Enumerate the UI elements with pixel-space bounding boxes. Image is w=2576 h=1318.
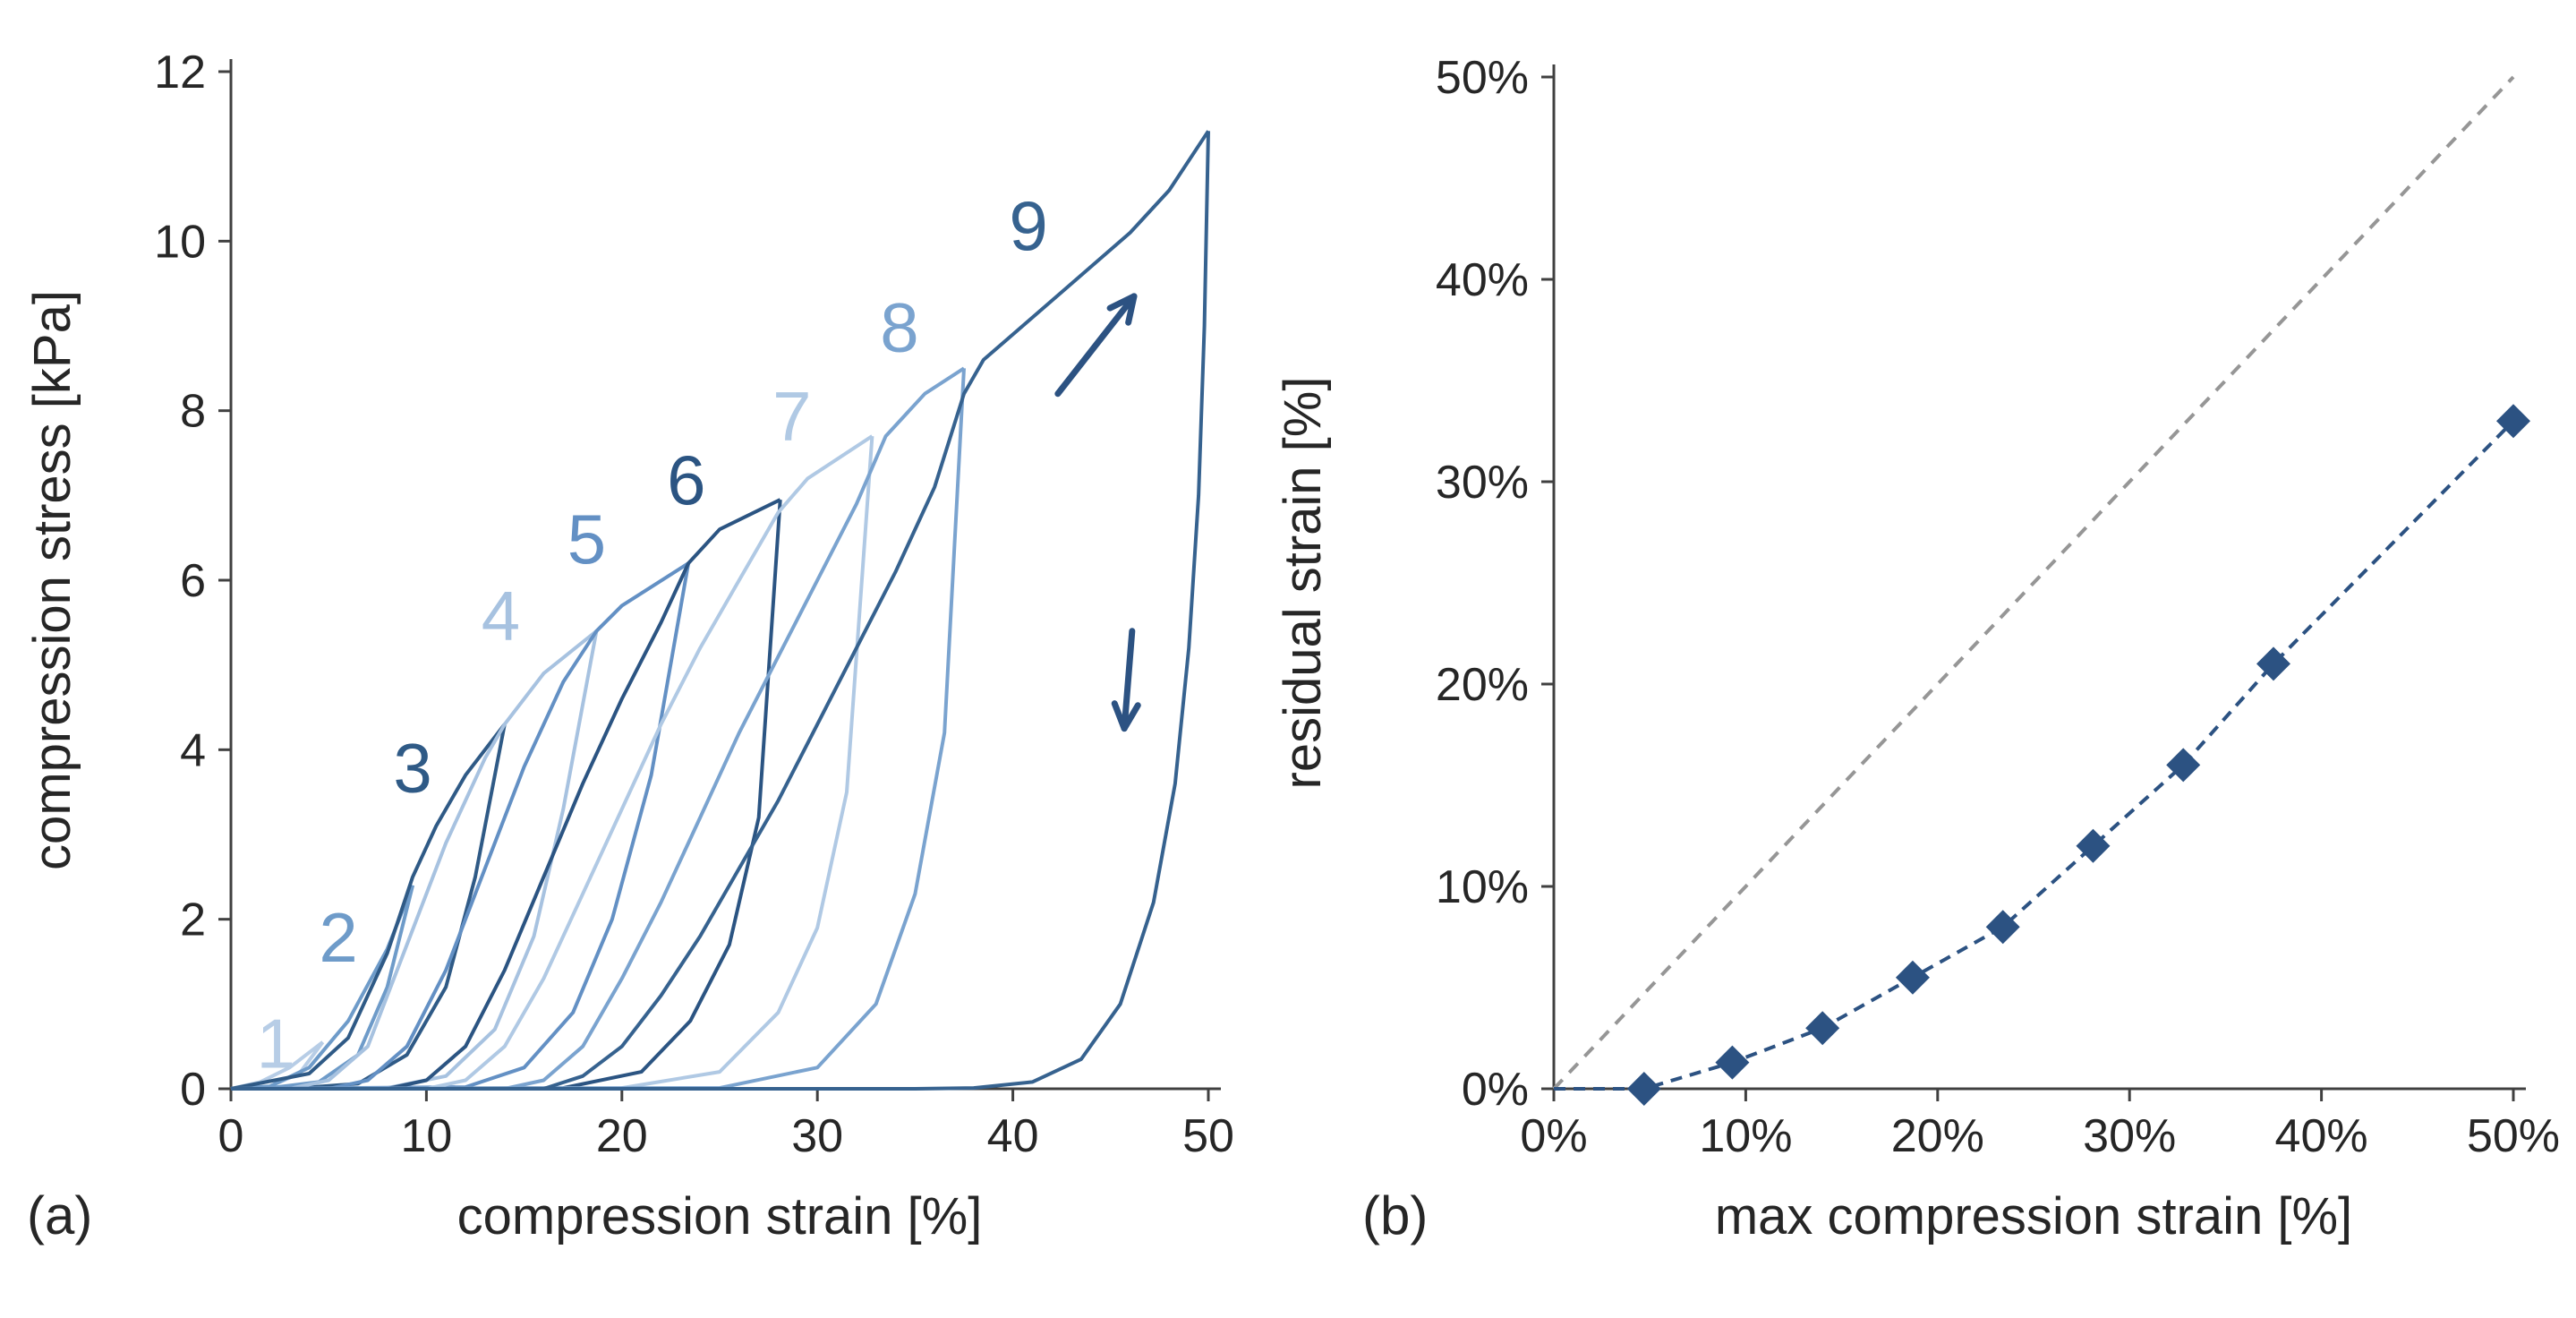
residual-data-point	[1895, 960, 1930, 995]
cycle-9-loading-curve	[231, 130, 1210, 1091]
residual-data-point	[2256, 646, 2290, 681]
x-tick-label: 20%	[1891, 1110, 1984, 1162]
cycle-5-unloading-curve	[230, 562, 691, 1091]
x-tick-label: 30	[791, 1110, 843, 1162]
y-tick-label: 2	[180, 894, 206, 946]
y-axis-title: compression stress [kPa]	[23, 290, 81, 870]
unloading-arrow	[1111, 628, 1141, 732]
reference-diagonal-line	[1552, 75, 2515, 1091]
cycle-9-series: 9	[231, 130, 1210, 1091]
cycle-9-label: 9	[1009, 186, 1047, 265]
x-tick-label: 10	[400, 1110, 452, 1162]
x-tick-label: 10%	[1699, 1110, 1792, 1162]
cycle-8-loading-curve	[231, 366, 966, 1091]
cycle-6-loading-curve	[231, 498, 781, 1091]
unloading-arrow-shaft	[1121, 628, 1136, 732]
cycle-9-unloading-curve	[231, 131, 1210, 1091]
y-tick-label: 30%	[1436, 457, 1529, 509]
cycle-1-series: 1	[230, 1004, 325, 1091]
x-tick-label: 0%	[1520, 1110, 1587, 1162]
cycle-7-series: 7	[230, 377, 874, 1091]
y-axis-title: residual strain [%]	[1274, 377, 1332, 790]
residual-trend-line	[1554, 419, 2515, 1091]
panel-label: (b)	[1362, 1185, 1428, 1245]
cycle-5-loading-curve	[231, 561, 690, 1091]
y-tick-label: 0	[180, 1064, 206, 1116]
y-tick-label: 8	[180, 386, 206, 438]
cycle-8-unloading-curve	[230, 368, 966, 1091]
residual-data-point	[2076, 828, 2111, 863]
residual-data-point	[2166, 748, 2201, 783]
cycle-5-label: 5	[567, 500, 606, 578]
x-tick-label: 50%	[2467, 1110, 2560, 1162]
cycle-6-series: 6	[230, 441, 782, 1091]
residual-data-point	[1805, 1011, 1840, 1046]
x-tick-label: 30%	[2083, 1110, 2176, 1162]
panel-b-chart: 0% 10% 20% 30% 40% 50% 0% 10% 20% 30% 40% 50% max co…	[1274, 52, 2560, 1245]
cycle-4-loading-curve	[231, 629, 598, 1091]
cycle-7-unloading-curve	[230, 435, 874, 1091]
cycle-8-label: 8	[880, 287, 918, 366]
cycle-2-label: 2	[319, 898, 357, 977]
y-tick-label: 6	[180, 555, 206, 607]
x-tick-label: 40	[987, 1110, 1039, 1162]
x-tick-label: 50	[1182, 1110, 1234, 1162]
y-tick-label: 12	[154, 47, 206, 98]
unloading-arrow-head	[1111, 700, 1141, 732]
cycle-3-loading-curve	[230, 723, 507, 1091]
y-tick-label: 0%	[1462, 1064, 1529, 1116]
cycle-1-label: 1	[257, 1004, 295, 1083]
x-tick-label: 20	[596, 1110, 648, 1162]
loading-arrow	[1054, 293, 1138, 398]
x-tick-label: 40%	[2275, 1110, 2368, 1162]
y-tick-label: 20%	[1436, 659, 1529, 711]
cycle-6-label: 6	[667, 441, 705, 519]
x-axis-title: max compression strain [%]	[1715, 1187, 2352, 1245]
residual-data-point	[2496, 404, 2530, 439]
loading-arrow-head	[1106, 293, 1138, 326]
y-tick-label: 40%	[1436, 254, 1529, 306]
y-tick-label: 10%	[1436, 861, 1529, 913]
cycle-7-label: 7	[772, 377, 811, 456]
x-tick-label: 0	[218, 1110, 244, 1162]
cycle-5-series: 5	[230, 500, 691, 1091]
panel-label: (a)	[27, 1185, 92, 1245]
residual-data-point	[1715, 1045, 1750, 1080]
y-tick-label: 10	[154, 216, 206, 268]
y-tick-label: 4	[180, 724, 206, 776]
loading-arrow-shaft	[1054, 293, 1138, 398]
cycle-3-label: 3	[393, 729, 431, 808]
y-tick-label: 50%	[1436, 52, 1529, 104]
x-axis-title: compression strain [%]	[457, 1187, 983, 1245]
residual-data-point	[1985, 910, 2020, 945]
residual-data-point	[1626, 1072, 1661, 1106]
cycle-4-label: 4	[482, 576, 520, 655]
cycle-7-loading-curve	[231, 434, 874, 1091]
